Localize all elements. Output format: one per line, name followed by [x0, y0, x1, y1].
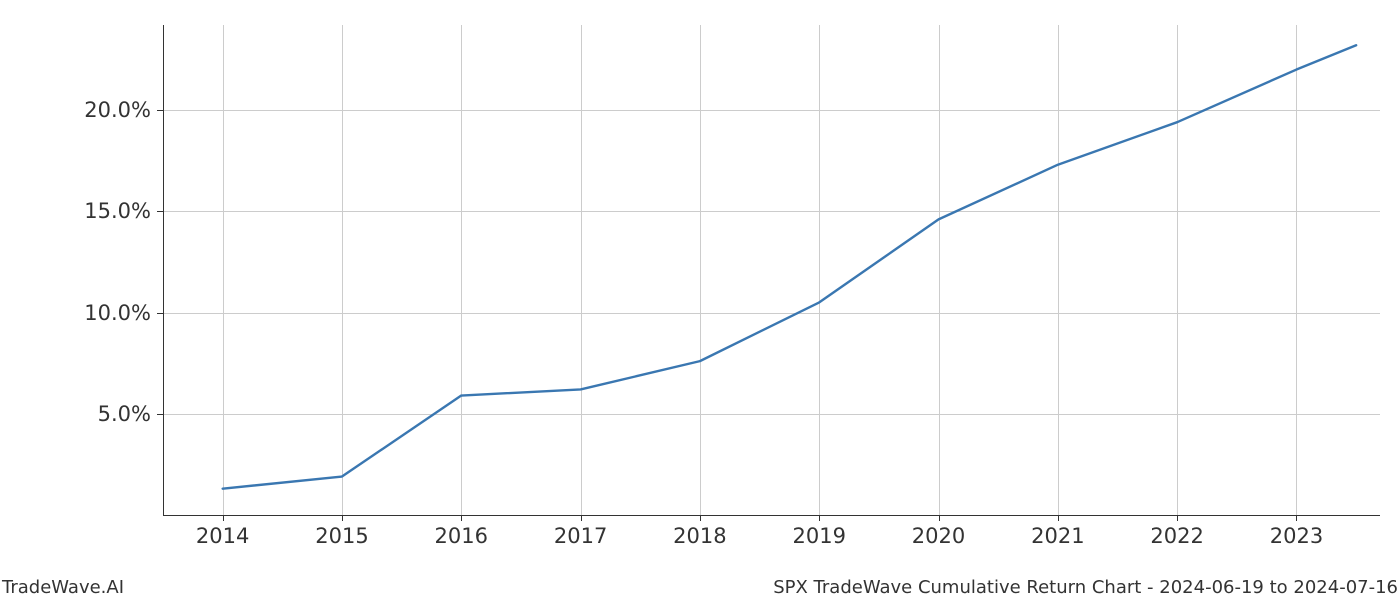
- x-tick-label: 2020: [912, 524, 965, 548]
- y-tick-label: 15.0%: [84, 199, 151, 223]
- footer-right-text: SPX TradeWave Cumulative Return Chart - …: [773, 577, 1398, 598]
- x-tick: [700, 515, 701, 521]
- x-tick: [939, 515, 940, 521]
- x-tick-label: 2017: [554, 524, 607, 548]
- x-tick: [1058, 515, 1059, 521]
- x-tick: [342, 515, 343, 521]
- x-tick-label: 2019: [792, 524, 845, 548]
- x-tick: [223, 515, 224, 521]
- x-tick-label: 2014: [196, 524, 249, 548]
- y-tick-label: 10.0%: [84, 301, 151, 325]
- y-tick-label: 5.0%: [98, 402, 151, 426]
- x-tick: [1296, 515, 1297, 521]
- x-tick: [1177, 515, 1178, 521]
- x-tick-label: 2022: [1150, 524, 1203, 548]
- x-tick-label: 2015: [315, 524, 368, 548]
- x-tick: [461, 515, 462, 521]
- x-tick: [819, 515, 820, 521]
- footer-left-text: TradeWave.AI: [2, 577, 124, 598]
- x-tick-label: 2023: [1270, 524, 1323, 548]
- chart-container: 2014 2015 2016 2017 2018 2019 2020 2021 2022 2023…: [0, 0, 1400, 600]
- x-tick-label: 2021: [1031, 524, 1084, 548]
- x-tick-label: 2018: [673, 524, 726, 548]
- x-tick-label: 2016: [435, 524, 488, 548]
- line-chart-svg: [163, 25, 1380, 515]
- x-tick: [581, 515, 582, 521]
- y-tick-label: 20.0%: [84, 98, 151, 122]
- x-axis-spine: [163, 515, 1380, 516]
- cumulative-return-line: [223, 45, 1356, 488]
- plot-area: 2014201520162017201820192020202120222023…: [163, 25, 1380, 515]
